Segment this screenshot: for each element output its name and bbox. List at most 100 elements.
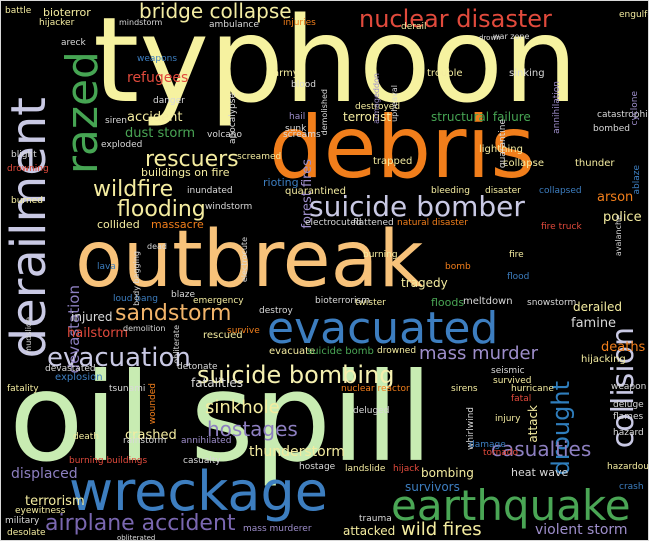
word-flattened: flattened	[353, 218, 394, 228]
word-earthquake: earthquake	[391, 481, 631, 530]
word-injured: injured	[71, 310, 113, 324]
word-rescued: rescued	[203, 330, 243, 341]
word-devastated: devastated	[45, 364, 96, 374]
word-hazard: hazard	[613, 428, 644, 438]
word-body-bagging: body bagging	[132, 251, 141, 306]
word-quarantined: quarantined	[285, 186, 346, 197]
word-suicide-bombing: suicide bombing	[197, 361, 395, 389]
word-screams: screams	[283, 130, 321, 140]
word-deluged: deluged	[353, 406, 390, 416]
word-deaths: deaths	[601, 340, 646, 355]
word-survive: survive	[227, 326, 260, 336]
word-sunk: sunk	[285, 124, 307, 134]
word-outbreak: outbreak	[75, 215, 424, 305]
word-natural-disaster: natural disaster	[397, 218, 468, 228]
word-tornado: tornado	[483, 448, 519, 458]
word-areck: areck	[61, 38, 86, 48]
word-twister: twister	[355, 298, 386, 308]
word-sinking: sinking	[509, 68, 545, 79]
word-weapons: weapons	[137, 54, 178, 64]
word-sandstorm: sandstorm	[115, 301, 232, 326]
word-rescuers: rescuers	[145, 147, 239, 172]
word-cyclone: cyclone	[630, 91, 640, 126]
word-weapon: weapon	[611, 382, 647, 392]
word-destroy: destroy	[259, 306, 293, 316]
word-oil-spill: oil spill	[9, 347, 433, 489]
word-attack: attack	[526, 405, 540, 443]
word-armageddon: armageddon	[372, 73, 381, 124]
word-danger: danger	[153, 96, 185, 106]
word-electrocuted: electrocuted	[305, 218, 362, 228]
word-fire-truck: fire truck	[541, 222, 582, 232]
word-violent-storm: violent storm	[535, 522, 628, 538]
word-wildfire: wildfire	[93, 177, 174, 202]
word-drown: drown	[479, 34, 501, 42]
word-arson: arson	[597, 190, 634, 205]
word-tsunami: tsunami	[109, 384, 146, 394]
word-fatality: fatality	[7, 384, 39, 394]
word-fire: fire	[509, 250, 524, 260]
word-fatal: fatal	[511, 394, 532, 404]
word-desolate: desolate	[7, 528, 46, 538]
word-battle: battle	[5, 6, 32, 16]
word-disaster: disaster	[485, 186, 521, 196]
word-military: military	[5, 516, 40, 526]
word-ambulance: ambulance	[209, 20, 259, 30]
word-flooding: flooding	[117, 197, 206, 222]
word-burning-buildings: burning buildings	[69, 456, 148, 466]
word-massacre: massacre	[151, 218, 204, 231]
word-demolished: demolished	[320, 89, 329, 136]
word-debris: debris	[269, 98, 536, 198]
word-burning: burning	[363, 250, 398, 260]
word-evacuated: evacuated	[267, 303, 499, 354]
word-bioterrorism: bioterrorism	[315, 296, 370, 306]
word-mindstorm: mindstorm	[119, 18, 163, 27]
word-trapped: trapped	[373, 156, 413, 167]
word-hijacking: hijacking	[581, 354, 626, 365]
word-hijack: hijack	[393, 464, 420, 474]
word-bombing: bombing	[421, 466, 474, 480]
word-wreckage: wreckage	[69, 460, 329, 523]
word-typhoon: typhoon	[93, 0, 578, 129]
word-hostage: hostage	[299, 462, 336, 472]
word-evacuate: evacuate	[269, 346, 316, 357]
word-annihilation: annihilation	[552, 81, 562, 134]
word-collided: collided	[97, 218, 140, 231]
word-trouble: trouble	[427, 68, 463, 79]
word-refugees: refugees	[127, 70, 189, 86]
word-ablaze: ablaze	[632, 165, 642, 195]
word-hijacker: hijacker	[39, 18, 75, 28]
word-famine: famine	[571, 316, 617, 331]
word-crash: crash	[619, 482, 644, 492]
word-wild-fires: wild fires	[401, 519, 482, 540]
word-casualty: casualty	[183, 456, 221, 466]
word-exploded: exploded	[101, 140, 143, 150]
word-drowning: drowning	[7, 164, 49, 174]
word-sirens: sirens	[451, 384, 478, 394]
word-survivors: survivors	[405, 480, 460, 494]
word-structural-failure: structural failure	[431, 110, 531, 124]
word-hostages: hostages	[207, 417, 298, 441]
word-lava: lava	[97, 262, 116, 272]
word-war-zone: war zone	[493, 32, 530, 41]
word-obliterate: obliterate	[172, 325, 181, 364]
word-flood: flood	[507, 272, 530, 282]
word-casualties: casualties	[491, 437, 592, 461]
word-bioterror: bioterror	[43, 6, 91, 19]
word-terrorism: terrorism	[25, 494, 85, 509]
word-quarantine: quarantine	[498, 119, 508, 169]
word-drowned: drowned	[377, 346, 417, 356]
word-airplane-accident: airplane accident	[45, 511, 236, 536]
word-bombed: bombed	[593, 124, 630, 134]
word-bleeding: bleeding	[431, 186, 470, 196]
word-nuclear-disaster: nuclear disaster	[359, 5, 552, 33]
word-death: death	[73, 432, 99, 442]
word-heat-wave: heat wave	[511, 466, 569, 479]
word-wounded: wounded	[148, 383, 158, 425]
word-upheaval: upheaval	[390, 85, 399, 122]
word-detonate: detonate	[177, 362, 218, 372]
word-mudslide: mudslide	[24, 317, 33, 354]
word-nuclear-reactor: nuclear reactor	[341, 384, 410, 394]
word-lightning: lightning	[479, 144, 523, 155]
